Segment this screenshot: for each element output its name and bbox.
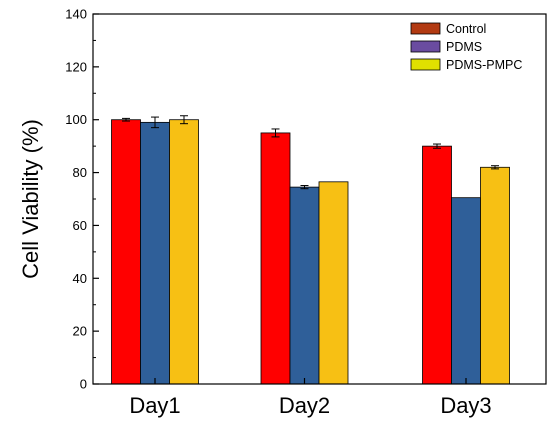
x-axis: Day1 Day2 Day3 <box>129 378 492 418</box>
legend-item-control: Control <box>410 22 486 36</box>
bar-control-day3 <box>422 145 452 385</box>
bar-pdms-pmpc-day1 <box>169 119 199 385</box>
y-axis: 0 20 40 60 80 100 120 140 <box>65 7 99 392</box>
bar-control-day2 <box>260 132 291 385</box>
bars-layer <box>111 119 510 385</box>
y-tick-label: 140 <box>65 7 87 22</box>
bar-pdms-day1 <box>140 121 170 385</box>
bar-pdms-pmpc-day3 <box>480 166 510 385</box>
x-tick-label: Day1 <box>129 393 180 418</box>
error-bar <box>180 115 188 125</box>
legend-swatch <box>410 58 441 71</box>
legend-label: PDMS-PMPC <box>446 58 522 72</box>
error-bar <box>433 143 441 149</box>
error-bar <box>491 165 499 170</box>
bar-pdms-day2 <box>289 186 320 385</box>
legend-label: Control <box>446 22 486 36</box>
x-tick-label: Day2 <box>279 393 330 418</box>
error-bars-layer <box>122 115 499 190</box>
error-bar <box>300 185 309 190</box>
bar-pdms-pmpc-day2 <box>318 181 349 385</box>
x-tick-label: Day3 <box>440 393 491 418</box>
y-tick-label: 40 <box>73 271 87 286</box>
bar-pdms-day3 <box>451 197 481 385</box>
error-bar <box>122 117 130 122</box>
legend-swatch <box>410 40 441 53</box>
bar-control-day1 <box>111 119 141 385</box>
error-bar <box>271 128 280 138</box>
y-tick-label: 80 <box>73 165 87 180</box>
legend-label: PDMS <box>446 40 482 54</box>
legend-item-pdms-pmpc: PDMS-PMPC <box>410 58 522 72</box>
legend: Control PDMS PDMS-PMPC <box>410 22 522 72</box>
y-tick-label: 100 <box>65 112 87 127</box>
legend-swatch <box>410 22 441 35</box>
y-tick-label: 20 <box>73 324 87 339</box>
y-tick-label: 60 <box>73 218 87 233</box>
error-bar <box>151 116 159 129</box>
y-axis-label: Cell Viability (%) <box>18 119 43 279</box>
y-tick-label: 0 <box>80 377 87 392</box>
legend-item-pdms: PDMS <box>410 40 482 54</box>
y-tick-label: 120 <box>65 59 87 74</box>
